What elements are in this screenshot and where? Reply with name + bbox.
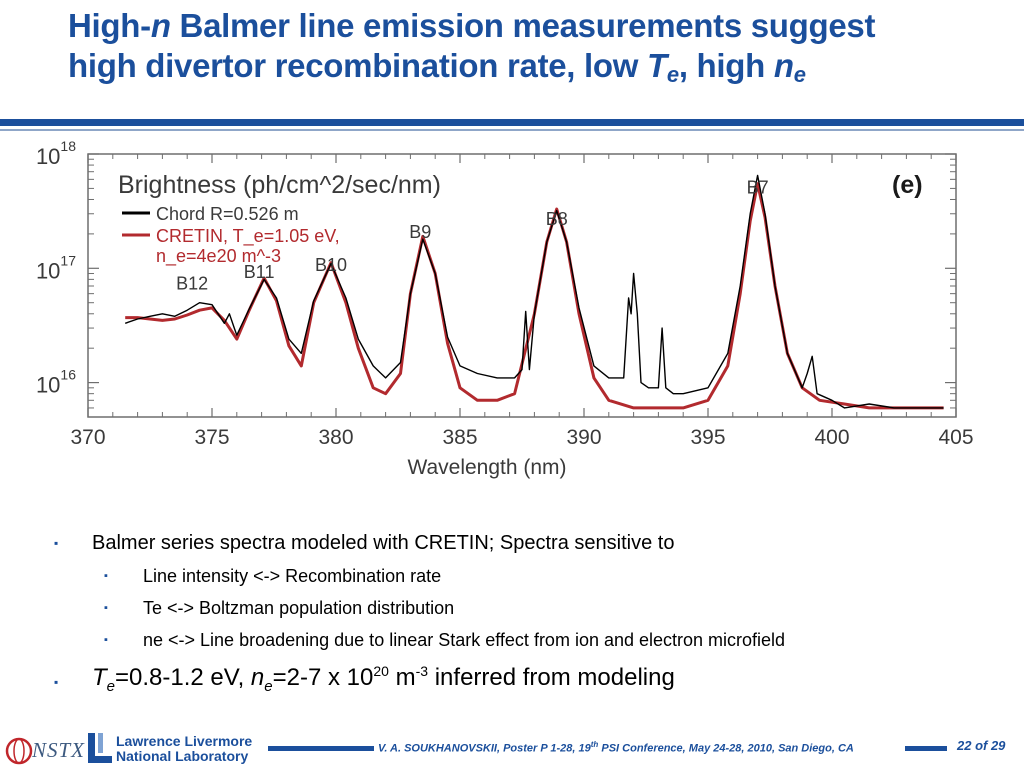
bullet-text: =2-7 x 10 [272,664,374,691]
citation-sup: th [590,740,599,749]
lab-name-line1: Lawrence Livermore [116,733,253,749]
brightness-chart: 370 375 380 385 390 395 400 405 1016 1017 1018 B1… [36,140,974,479]
sub-bullet-text: Te <-> Boltzman population distribution [143,598,455,618]
x-axis: 370 375 380 385 390 395 400 405 [70,154,974,449]
title-line-1: High-n Balmer line emission measurements… [68,6,1008,46]
page-number: 22 of 29 [957,738,1006,753]
footer-bar-left [268,746,374,751]
sub-bullet-text: Line intensity <-> Recombination rate [143,566,442,586]
plot-frame [87,153,957,418]
title-T: T [647,47,667,84]
legend: Chord R=0.526 m CRETIN, T_e=1.05 eV, n_e… [122,204,340,267]
y-tick-label: 1016 [36,367,76,398]
series-layer [124,174,944,410]
bullet-text: =0.8-1.2 eV, [115,664,251,691]
lab-name: Lawrence Livermore National Laboratory [116,734,252,764]
peak-label: B10 [315,255,347,275]
peak-label: B12 [176,274,208,294]
sub-bullet-text: ne <-> Line broadening due to linear Sta… [143,630,786,650]
peak-label: B8 [546,209,568,229]
annotations: B12 B11 B10 B9 B8 B7 [176,178,768,294]
sub-bullet-3: ▪ ne <-> Line broadening due to linear St… [52,624,1012,656]
sub-bullet-1: ▪ Line intensity <-> Recombination rate [52,560,1012,592]
title-text: high divertor recombination rate, low [68,47,648,84]
x-tick-label: 370 [70,426,105,449]
title-text: , high [678,47,774,84]
sub-bullet-marker: ▪ [104,602,108,614]
chart-title: Brightness (ph/cm^2/sec/nm) [118,171,441,199]
x-tick-label: 405 [938,426,973,449]
bullet-text: m [388,664,416,691]
nstx-label: NSTX [32,738,86,762]
footer-bar-right [905,746,947,751]
x-tick-label: 375 [194,426,229,449]
legend-label-chord: Chord R=0.526 m [156,204,299,224]
x-tick-label: 395 [690,426,725,449]
bullet-marker: ▪ [54,536,59,550]
x-tick-label: 400 [814,426,849,449]
peak-label: B11 [244,262,275,282]
bullet-n: n [250,664,265,691]
bullet-exponent: -3 [415,663,429,679]
bullet-list: ▪ Balmer series spectra modeled with CRET… [52,528,1012,700]
bullet-text: inferred from modeling [428,664,675,691]
series-line-chord [124,174,944,409]
bullet-exponent: 20 [373,663,389,679]
sub-bullet-marker: ▪ [104,570,108,582]
title-rule [0,119,1024,126]
bullet-marker: ▪ [54,675,59,689]
x-axis-label: Wavelength (nm) [407,456,566,479]
slide-title: High-n Balmer line emission measurements… [68,6,1008,86]
nstx-logo-icon [5,737,33,765]
peak-label: B9 [409,222,431,242]
bullet-1: ▪ Balmer series spectra modeled with CRET… [52,528,1012,558]
legend-label-cretin: CRETIN, T_e=1.05 eV, [156,226,340,247]
sub-bullet-2: ▪ Te <-> Boltzman population distribution [52,592,1012,624]
peak-label: B7 [747,178,769,198]
bullet-2: ▪ Te=0.8-1.2 eV, ne=2-7 x 1020 m-3 inferr… [52,658,1012,698]
title-e-sub: e [666,62,679,87]
title-ne-sub: e [793,62,806,87]
title-text: High- [68,7,151,44]
legend-label-cretin-2: n_e=4e20 m^-3 [156,246,281,267]
y-tick-label: 1018 [36,140,76,169]
y-axis: 1016 1017 1018 [36,140,956,409]
title-text: Balmer line emission measurements sugges… [170,7,876,44]
bullet-ne-sub: e [264,677,273,695]
citation-text: V. A. SOUKHANOVSKII, Poster P 1-28, 19 [378,742,591,755]
footer-citation: V. A. SOUKHANOVSKII, Poster P 1-28, 19th… [378,740,854,755]
bullet-text: Balmer series spectra modeled with CRETI… [92,532,675,554]
title-n: n [150,7,171,44]
x-tick-label: 390 [566,426,601,449]
title-line-2: high divertor recombination rate, low Te… [68,46,1008,86]
sub-bullet-marker: ▪ [104,634,108,646]
title-n2: n [773,47,794,84]
panel-label: (e) [892,171,923,199]
y-tick-label: 1017 [36,252,76,283]
bullet-T: T [92,664,107,691]
llnl-logo-icon [88,733,112,763]
bullet-Te-sub: e [106,677,116,695]
citation-text: PSI Conference, May 24-28, 2010, San Die… [598,742,854,755]
lab-name-line2: National Laboratory [116,748,249,764]
x-tick-label: 385 [442,426,477,449]
title-rule-thin [0,129,1024,131]
x-tick-label: 380 [318,426,353,449]
